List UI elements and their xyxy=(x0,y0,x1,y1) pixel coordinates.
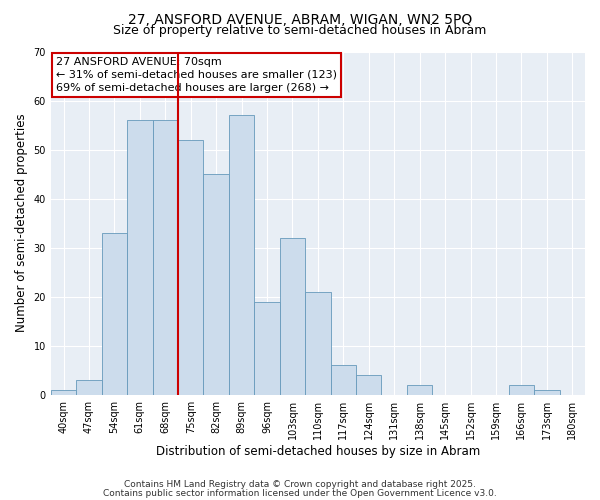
Bar xyxy=(254,302,280,394)
Text: 27 ANSFORD AVENUE: 70sqm
← 31% of semi-detached houses are smaller (123)
69% of : 27 ANSFORD AVENUE: 70sqm ← 31% of semi-d… xyxy=(56,56,337,93)
Text: Contains public sector information licensed under the Open Government Licence v3: Contains public sector information licen… xyxy=(103,488,497,498)
Bar xyxy=(305,292,331,395)
Bar xyxy=(280,238,305,394)
Bar xyxy=(101,233,127,394)
Bar xyxy=(534,390,560,394)
X-axis label: Distribution of semi-detached houses by size in Abram: Distribution of semi-detached houses by … xyxy=(156,444,480,458)
Bar xyxy=(407,385,433,394)
Bar xyxy=(127,120,152,394)
Text: Size of property relative to semi-detached houses in Abram: Size of property relative to semi-detach… xyxy=(113,24,487,37)
Text: 27, ANSFORD AVENUE, ABRAM, WIGAN, WN2 5PQ: 27, ANSFORD AVENUE, ABRAM, WIGAN, WN2 5P… xyxy=(128,12,472,26)
Bar xyxy=(76,380,101,394)
Bar xyxy=(51,390,76,394)
Text: Contains HM Land Registry data © Crown copyright and database right 2025.: Contains HM Land Registry data © Crown c… xyxy=(124,480,476,489)
Bar xyxy=(331,366,356,394)
Bar xyxy=(509,385,534,394)
Bar xyxy=(356,375,382,394)
Bar xyxy=(178,140,203,394)
Bar xyxy=(152,120,178,394)
Bar xyxy=(229,115,254,394)
Y-axis label: Number of semi-detached properties: Number of semi-detached properties xyxy=(15,114,28,332)
Bar xyxy=(203,174,229,394)
